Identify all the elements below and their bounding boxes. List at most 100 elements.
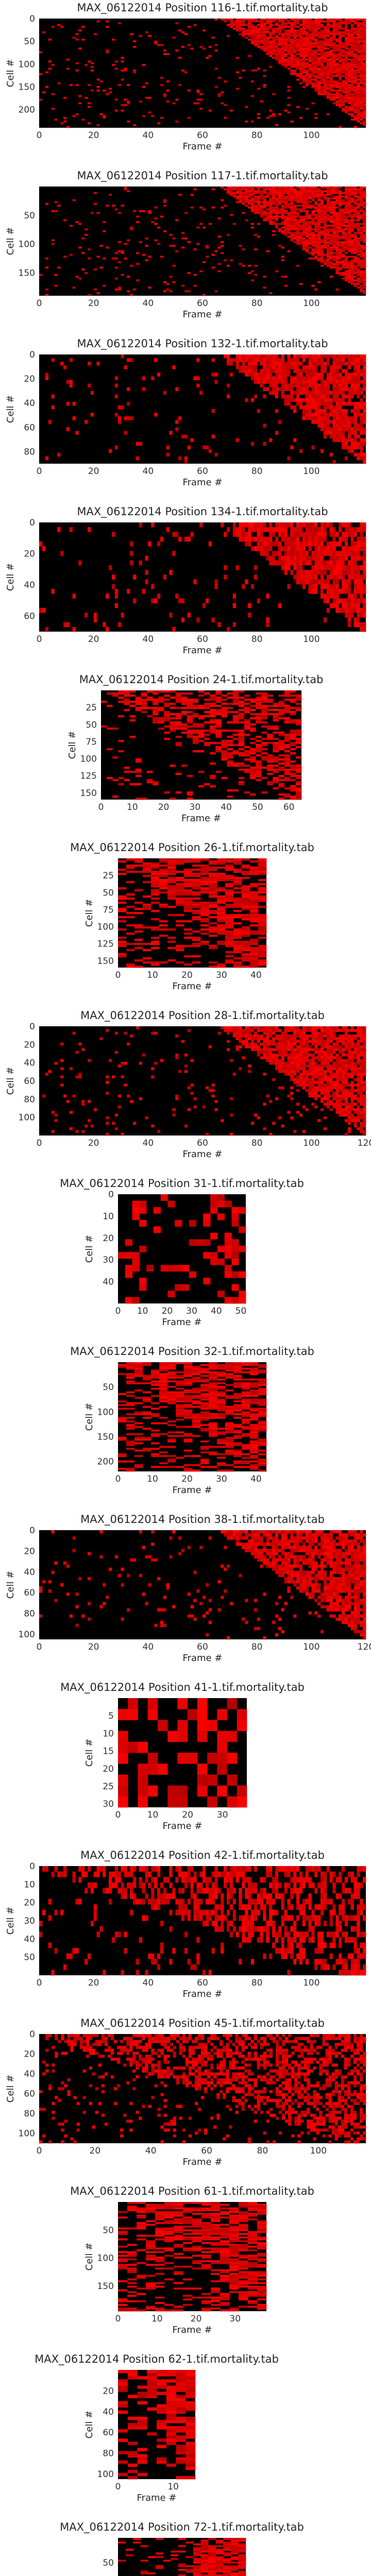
- heatmap-cell: [290, 44, 294, 46]
- heatmap-cell: [287, 47, 291, 50]
- heatmap-cell: [311, 35, 315, 37]
- heatmap-cell: [342, 35, 345, 37]
- heatmap-cell: [257, 201, 260, 204]
- heatmap-cell: [273, 715, 279, 718]
- heatmap-cell: [296, 579, 300, 585]
- heatmap-cell: [360, 233, 363, 236]
- heatmap-cell: [363, 427, 366, 431]
- heatmap-cell: [106, 51, 109, 54]
- heatmap-cell: [344, 88, 348, 90]
- heatmap-cell: [210, 725, 216, 728]
- heatmap-cell: [323, 233, 327, 236]
- heatmap-cell: [250, 365, 255, 369]
- heatmap-cell: [311, 565, 315, 570]
- heatmap-cell: [184, 290, 188, 293]
- heatmap-cell: [269, 210, 273, 212]
- heatmap-cell: [314, 405, 318, 410]
- heatmap-cell: [326, 245, 330, 247]
- heatmap-cell: [347, 243, 351, 245]
- heatmap-cell: [272, 362, 276, 366]
- heatmap-cell: [117, 84, 121, 87]
- heatmap-cell: [273, 756, 279, 759]
- heatmap-cell: [353, 243, 357, 245]
- heatmap-cell: [296, 31, 300, 33]
- heatmap-cell: [320, 201, 324, 204]
- heatmap-cell: [335, 246, 339, 249]
- heatmap-cell: [278, 775, 284, 777]
- heatmap-cell: [245, 354, 248, 359]
- heatmap-cell: [363, 197, 366, 200]
- heatmap-cell: [266, 192, 269, 194]
- heatmap-cell: [308, 235, 312, 238]
- heatmap-cell: [305, 58, 309, 61]
- heatmap-cell: [360, 546, 363, 551]
- heatmap-cell: [363, 215, 366, 218]
- heatmap-cell: [287, 362, 291, 366]
- heatmap-cell: [39, 98, 43, 101]
- heatmap-cell: [232, 22, 236, 24]
- heatmap-cell: [45, 257, 48, 260]
- heatmap-cell: [335, 82, 339, 84]
- heatmap-cell: [302, 365, 306, 369]
- heatmap-cell: [275, 55, 279, 57]
- heatmap-cell: [217, 217, 221, 219]
- heatmap-cell: [233, 860, 242, 863]
- heatmap-cell: [363, 195, 366, 198]
- heatmap-cell: [284, 202, 288, 205]
- heatmap-cell: [342, 84, 345, 87]
- heatmap-cell: [278, 190, 282, 192]
- heatmap-cell: [250, 777, 256, 779]
- heatmap-cell: [290, 383, 294, 387]
- heatmap-cell: [263, 372, 266, 377]
- heatmap-cell: [311, 394, 315, 399]
- heatmap-cell: [317, 199, 321, 201]
- heatmap-cell: [257, 37, 260, 39]
- heatmap-cell: [353, 212, 357, 214]
- heatmap-cell: [135, 769, 142, 771]
- x-tick-label: 20: [88, 466, 99, 477]
- heatmap-cell: [317, 551, 321, 556]
- heatmap-cell: [293, 192, 297, 194]
- heatmap-cell: [344, 245, 348, 247]
- heatmap-cell: [257, 187, 260, 189]
- heatmap-cell: [357, 89, 360, 92]
- heatmap-cell: [363, 109, 366, 112]
- heatmap-cell: [232, 24, 236, 26]
- heatmap-cell: [360, 89, 363, 92]
- heatmap-cell: [360, 75, 363, 77]
- heatmap-cell: [344, 86, 348, 88]
- heatmap-cell: [254, 40, 258, 43]
- chart-title: MAX_06122014 Position 132-1.tif.mortalit…: [77, 337, 328, 350]
- y-axis-label: Cell #: [67, 731, 78, 759]
- heatmap-cell: [339, 261, 342, 263]
- heatmap-cell: [332, 42, 336, 44]
- heatmap-cell: [323, 560, 327, 566]
- heatmap-cell: [347, 37, 351, 39]
- y-tick-label: 200: [19, 105, 35, 115]
- heatmap-cell: [290, 219, 294, 222]
- y-tick-label: 150: [19, 268, 35, 278]
- heatmap-cell: [295, 697, 302, 699]
- heatmap-cell: [284, 777, 291, 779]
- heatmap-cell: [317, 93, 321, 95]
- heatmap-cell: [342, 391, 345, 395]
- heatmap-cell: [326, 598, 330, 604]
- heatmap-cell: [363, 270, 366, 273]
- heatmap-cell: [107, 777, 113, 779]
- heatmap-cell: [335, 206, 339, 209]
- heatmap-cell: [342, 104, 345, 106]
- heatmap-cell: [323, 40, 327, 43]
- heatmap-cell: [284, 284, 288, 287]
- heatmap-cell: [339, 106, 342, 108]
- heatmap-cell: [314, 372, 318, 377]
- heatmap-cell: [278, 732, 284, 734]
- heatmap-cell: [342, 98, 345, 101]
- heatmap-cell: [335, 19, 339, 21]
- heatmap-cell: [250, 205, 255, 207]
- heatmap-cell: [167, 865, 176, 867]
- heatmap-cell: [344, 252, 348, 255]
- heatmap-cell: [326, 431, 330, 435]
- heatmap-cell: [293, 551, 297, 556]
- heatmap-cell: [121, 252, 124, 255]
- heatmap-cell: [261, 701, 267, 703]
